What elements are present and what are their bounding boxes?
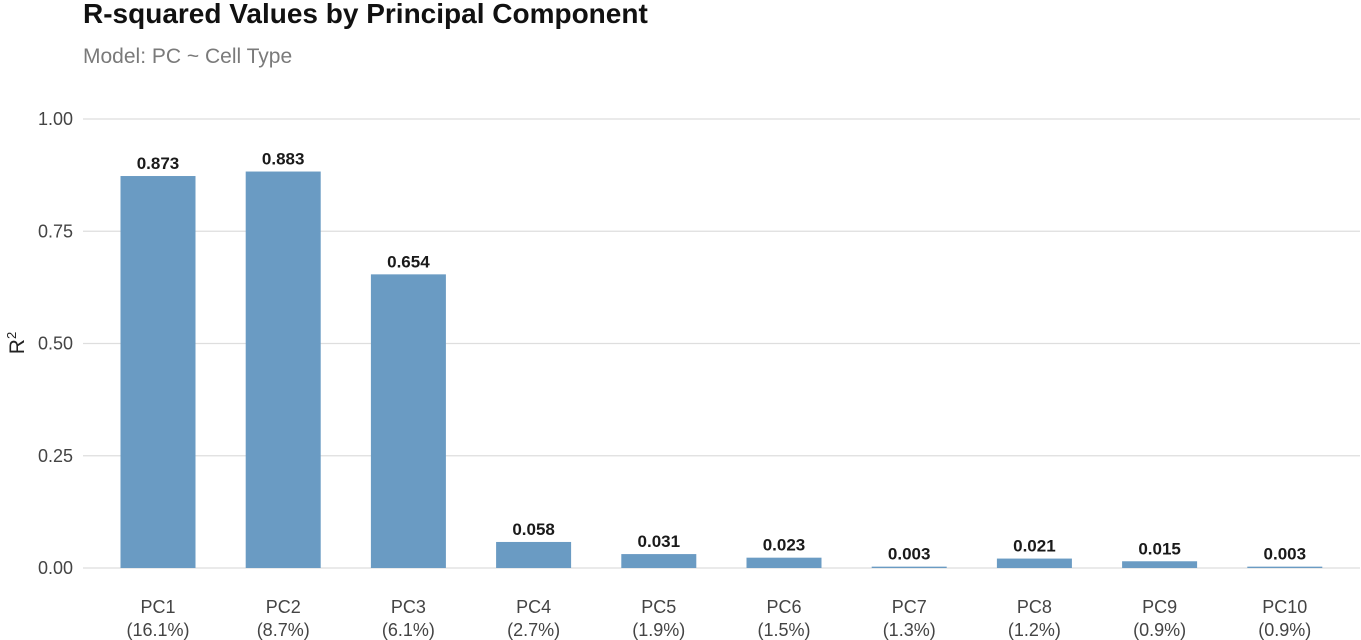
y-tick-label: 0.75 xyxy=(38,221,73,241)
bar-pc1 xyxy=(120,176,196,568)
x-axis-ticks: PC1 (16.1%) PC2 (8.7%) PC3 (6.1%) PC4 (2.7%) PC5… xyxy=(126,597,1311,640)
bar-pc2 xyxy=(245,171,321,568)
x-tick-sublabel: (1.9%) xyxy=(632,620,685,640)
bars xyxy=(120,171,1323,568)
x-tick-sublabel: (1.5%) xyxy=(757,620,810,640)
y-tick-label: 0.50 xyxy=(38,334,73,354)
bar-value-label: 0.021 xyxy=(1013,537,1056,556)
bar-value-label: 0.654 xyxy=(387,252,430,271)
x-tick-sublabel: (6.1%) xyxy=(382,620,435,640)
x-tick-label: PC1 xyxy=(140,597,175,617)
bar-value-labels: 0.873 0.883 0.654 0.058 0.031 0.023 0.003 0.021… xyxy=(137,150,1306,564)
x-tick-label: PC9 xyxy=(1142,597,1177,617)
bar-value-label: 0.003 xyxy=(1264,545,1307,564)
x-tick-sublabel: (2.7%) xyxy=(507,620,560,640)
y-axis-ticks: 0.00 0.25 0.50 0.75 1.00 xyxy=(38,109,73,578)
y-tick-label: 0.25 xyxy=(38,446,73,466)
x-tick-sublabel: (8.7%) xyxy=(257,620,310,640)
x-tick-sublabel: (0.9%) xyxy=(1258,620,1311,640)
x-tick-sublabel: (1.2%) xyxy=(1008,620,1061,640)
bar-pc6 xyxy=(746,557,822,568)
bar-value-label: 0.003 xyxy=(888,545,931,564)
bar-value-label: 0.023 xyxy=(763,536,806,555)
bar-pc4 xyxy=(496,541,572,568)
x-tick-sublabel: (0.9%) xyxy=(1133,620,1186,640)
bar-pc7 xyxy=(871,566,947,568)
x-tick-label: PC7 xyxy=(892,597,927,617)
x-tick-label: PC3 xyxy=(391,597,426,617)
y-axis-label-base: R xyxy=(6,339,29,354)
bar-pc5 xyxy=(621,554,697,568)
bar-pc8 xyxy=(996,558,1072,568)
y-axis-label-superscript: 2 xyxy=(4,332,19,339)
x-tick-label: PC2 xyxy=(266,597,301,617)
y-tick-label: 1.00 xyxy=(38,109,73,129)
x-tick-sublabel: (16.1%) xyxy=(126,620,189,640)
bar-value-label: 0.031 xyxy=(638,532,681,551)
x-tick-label: PC5 xyxy=(641,597,676,617)
x-tick-label: PC10 xyxy=(1262,597,1307,617)
chart-subtitle: Model: PC ~ Cell Type xyxy=(83,45,293,68)
bar-pc3 xyxy=(370,274,446,568)
y-axis-label: R2 xyxy=(4,332,29,354)
chart-title: R-squared Values by Principal Component xyxy=(83,0,648,29)
bar-pc10 xyxy=(1247,566,1323,568)
bar-value-label: 0.015 xyxy=(1138,539,1181,558)
bar-value-label: 0.873 xyxy=(137,154,180,173)
bar-value-label: 0.058 xyxy=(512,520,555,539)
x-tick-label: PC8 xyxy=(1017,597,1052,617)
x-tick-sublabel: (1.3%) xyxy=(883,620,936,640)
bar-value-label: 0.883 xyxy=(262,150,305,169)
y-tick-label: 0.00 xyxy=(38,558,73,578)
x-tick-label: PC4 xyxy=(516,597,551,617)
bar-pc9 xyxy=(1122,561,1198,568)
x-tick-label: PC6 xyxy=(766,597,801,617)
